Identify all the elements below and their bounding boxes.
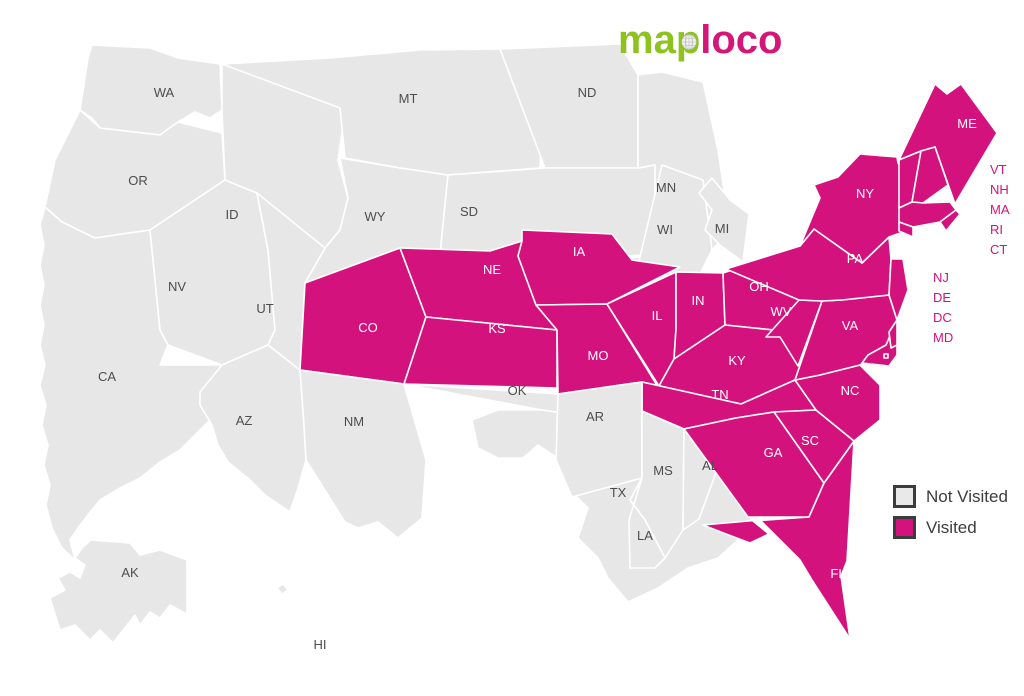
svg-text:VA: VA — [842, 318, 859, 333]
svg-text:UT: UT — [256, 301, 273, 316]
svg-text:KS: KS — [488, 321, 506, 336]
svg-text:MI: MI — [715, 221, 729, 236]
svg-text:WV: WV — [771, 304, 792, 319]
svg-text:IL: IL — [652, 308, 663, 323]
svg-text:AK: AK — [121, 565, 139, 580]
svg-text:NE: NE — [483, 262, 501, 277]
svg-text:NM: NM — [344, 414, 364, 429]
svg-text:OR: OR — [128, 173, 148, 188]
svg-text:CA: CA — [98, 369, 116, 384]
svg-text:TX: TX — [610, 485, 627, 500]
svg-text:SD: SD — [460, 204, 478, 219]
svg-text:PA: PA — [847, 251, 864, 266]
svg-text:NY: NY — [856, 186, 874, 201]
svg-text:ID: ID — [226, 207, 239, 222]
svg-text:IN: IN — [692, 293, 705, 308]
svg-text:MN: MN — [656, 180, 676, 195]
svg-text:IA: IA — [573, 244, 586, 259]
svg-text:WA: WA — [154, 85, 175, 100]
svg-text:MO: MO — [588, 348, 609, 363]
svg-text:FL: FL — [830, 566, 845, 581]
svg-text:SC: SC — [801, 433, 819, 448]
svg-text:ND: ND — [578, 85, 597, 100]
svg-text:CO: CO — [358, 320, 378, 335]
svg-text:NV: NV — [168, 279, 186, 294]
svg-text:MS: MS — [653, 463, 673, 478]
svg-text:ME: ME — [957, 116, 977, 131]
svg-text:AL: AL — [702, 458, 718, 473]
svg-text:LA: LA — [637, 528, 653, 543]
svg-text:AZ: AZ — [236, 413, 253, 428]
svg-text:HI: HI — [314, 637, 327, 652]
svg-text:OH: OH — [749, 279, 769, 294]
svg-text:TN: TN — [711, 387, 728, 402]
svg-text:OK: OK — [508, 383, 527, 398]
svg-text:MT: MT — [399, 91, 418, 106]
svg-text:WY: WY — [365, 209, 386, 224]
svg-text:WI: WI — [657, 222, 673, 237]
svg-text:GA: GA — [764, 445, 783, 460]
svg-text:AR: AR — [586, 409, 604, 424]
svg-text:KY: KY — [728, 353, 746, 368]
svg-text:NC: NC — [841, 383, 860, 398]
